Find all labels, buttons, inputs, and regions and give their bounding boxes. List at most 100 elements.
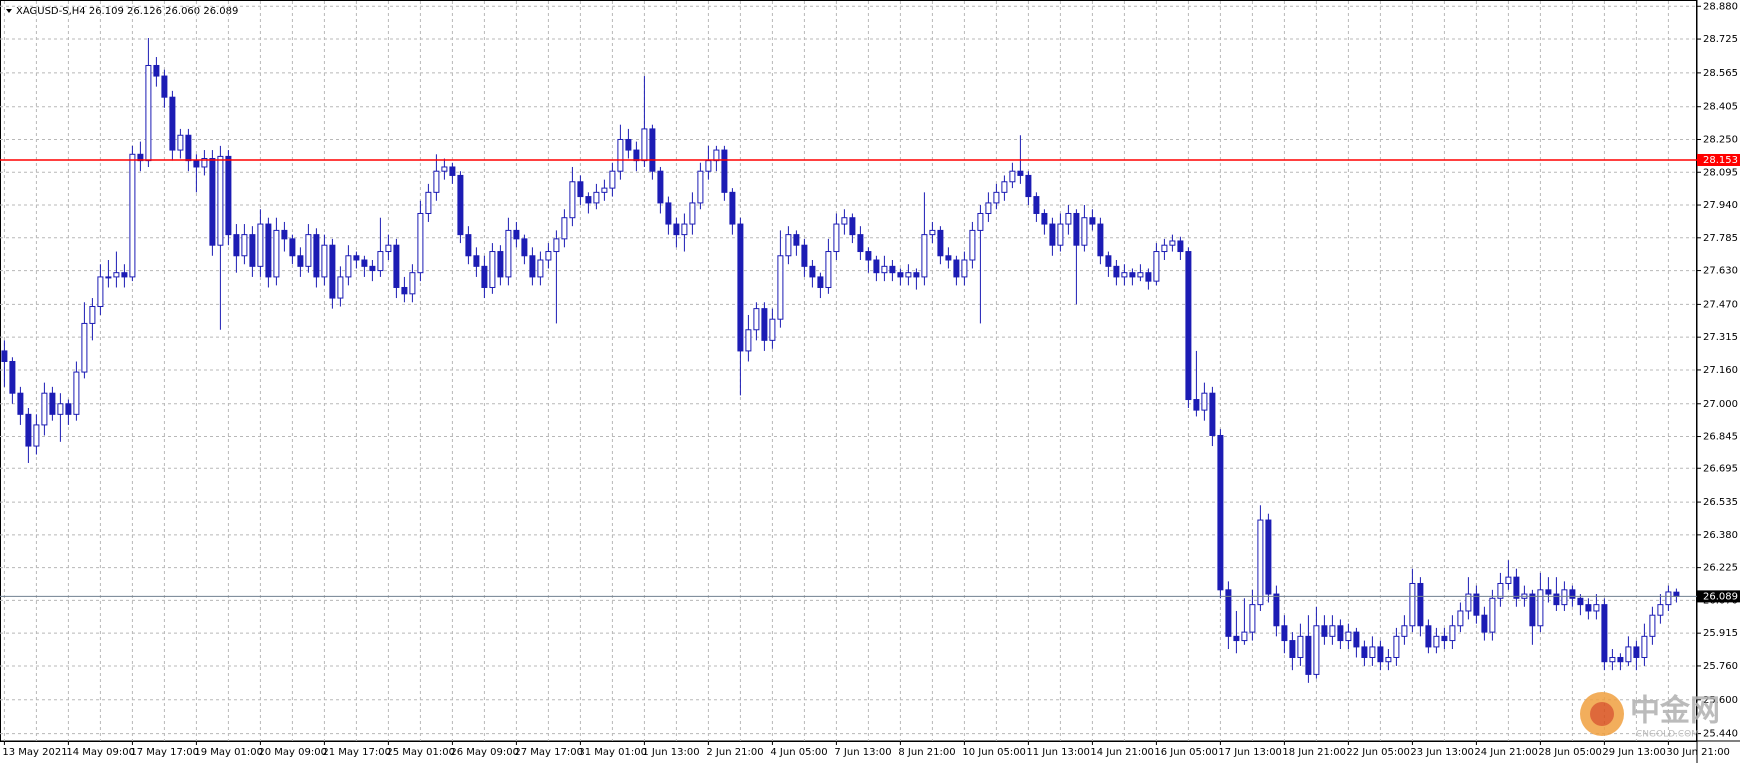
y-tick-label: 28.250 — [1703, 134, 1738, 145]
y-tick-label: 25.915 — [1703, 628, 1738, 639]
candle-body — [745, 329, 752, 352]
candle-body — [537, 259, 544, 278]
candle-body — [817, 276, 824, 288]
candle-body — [1617, 656, 1624, 663]
candle-body — [1361, 646, 1368, 658]
y-tick-label: 27.940 — [1703, 200, 1738, 211]
candle-body — [1161, 244, 1168, 253]
candle-body — [193, 160, 200, 168]
candle-body — [249, 234, 256, 267]
candle-body — [897, 272, 904, 278]
candle-body — [697, 170, 704, 204]
candle-body — [289, 238, 296, 257]
candle-body — [1545, 589, 1552, 595]
candle-body — [577, 181, 584, 198]
candle-body — [609, 170, 616, 189]
candle-body — [441, 166, 448, 172]
candle-body — [1393, 635, 1400, 658]
candle-body — [801, 244, 808, 267]
candle-body — [409, 272, 416, 295]
candle-body — [617, 138, 624, 172]
candle-body — [1385, 656, 1392, 663]
x-tick-label: 14 May 09:00 — [66, 747, 135, 758]
candle-body — [1, 350, 8, 362]
x-tick-label: 10 Jun 05:00 — [962, 747, 1026, 758]
y-tick-label: 26.535 — [1703, 497, 1738, 508]
y-tick-label: 25.760 — [1703, 661, 1738, 672]
candle-body — [1481, 614, 1488, 633]
y-tick-label: 26.695 — [1703, 463, 1738, 474]
candle-body — [129, 153, 136, 278]
candle-body — [185, 134, 192, 162]
candle-body — [1641, 635, 1648, 658]
candle-body — [641, 128, 648, 162]
candle-body — [929, 229, 936, 236]
candle-body — [33, 424, 40, 447]
x-tick-label: 13 May 2021 — [2, 747, 67, 758]
candle-body — [97, 276, 104, 308]
candle-body — [1225, 589, 1232, 637]
candle-body — [1337, 625, 1344, 642]
candle-body — [217, 155, 224, 246]
candle-body — [649, 128, 656, 172]
candle-body — [1201, 392, 1208, 411]
candle-body — [1065, 212, 1072, 225]
candle-body — [209, 158, 216, 246]
candle-body — [49, 392, 56, 415]
y-tick-label: 27.630 — [1703, 266, 1738, 277]
candle-body — [1281, 625, 1288, 642]
candle-body — [177, 134, 184, 151]
candle-body — [1057, 223, 1064, 246]
candle-body — [1249, 604, 1256, 633]
y-tick-label: 25.440 — [1703, 729, 1738, 740]
candle-body — [1001, 181, 1008, 193]
candle-body — [1073, 212, 1080, 246]
menu-arrow[interactable] — [6, 9, 12, 13]
candle-body — [1401, 625, 1408, 637]
candle-body — [81, 322, 88, 373]
candle-body — [1489, 597, 1496, 633]
candle-body — [921, 234, 928, 278]
candle-body — [1449, 625, 1456, 642]
candle-body — [241, 234, 248, 257]
candle-body — [553, 238, 560, 253]
x-tick-label: 16 Jun 05:00 — [1154, 747, 1218, 758]
x-tick-label: 30 Jun 21:00 — [1666, 747, 1730, 758]
y-tick-label: 27.785 — [1703, 233, 1738, 244]
x-tick-label: 17 Jun 13:00 — [1218, 747, 1282, 758]
x-tick-label: 29 Jun 13:00 — [1602, 747, 1666, 758]
candle-body — [833, 223, 840, 253]
candle-body — [977, 212, 984, 231]
candle-body — [1185, 251, 1192, 401]
candle-body — [473, 255, 480, 267]
candle-body — [825, 251, 832, 288]
candle-body — [353, 255, 360, 261]
candle-body — [1033, 196, 1040, 214]
y-tick-label: 28.725 — [1703, 34, 1738, 45]
candle-body — [1585, 604, 1592, 612]
candle-body — [433, 170, 440, 193]
candle-body — [521, 238, 528, 257]
level-label-bg — [1697, 153, 1740, 166]
y-tick-label: 27.470 — [1703, 299, 1738, 310]
candle-body — [497, 251, 504, 278]
candle-body — [1193, 399, 1200, 411]
y-tick-label: 28.405 — [1703, 102, 1738, 113]
candle-body — [1553, 593, 1560, 606]
candle-body — [585, 196, 592, 204]
candle-body — [769, 318, 776, 341]
watermark-text: 中金网 — [1630, 694, 1720, 729]
candle-body — [1209, 392, 1216, 436]
candle-body — [89, 306, 96, 324]
x-tick-label: 1 Jun 13:00 — [642, 747, 699, 758]
candle-body — [1505, 576, 1512, 584]
last-price-bg — [1697, 590, 1740, 603]
candle-body — [737, 223, 744, 352]
candle-body — [1289, 640, 1296, 658]
candle-body — [1377, 646, 1384, 663]
candle-body — [849, 217, 856, 236]
candle-body — [1433, 635, 1440, 648]
candle-body — [425, 191, 432, 214]
candle-body — [1353, 631, 1360, 648]
